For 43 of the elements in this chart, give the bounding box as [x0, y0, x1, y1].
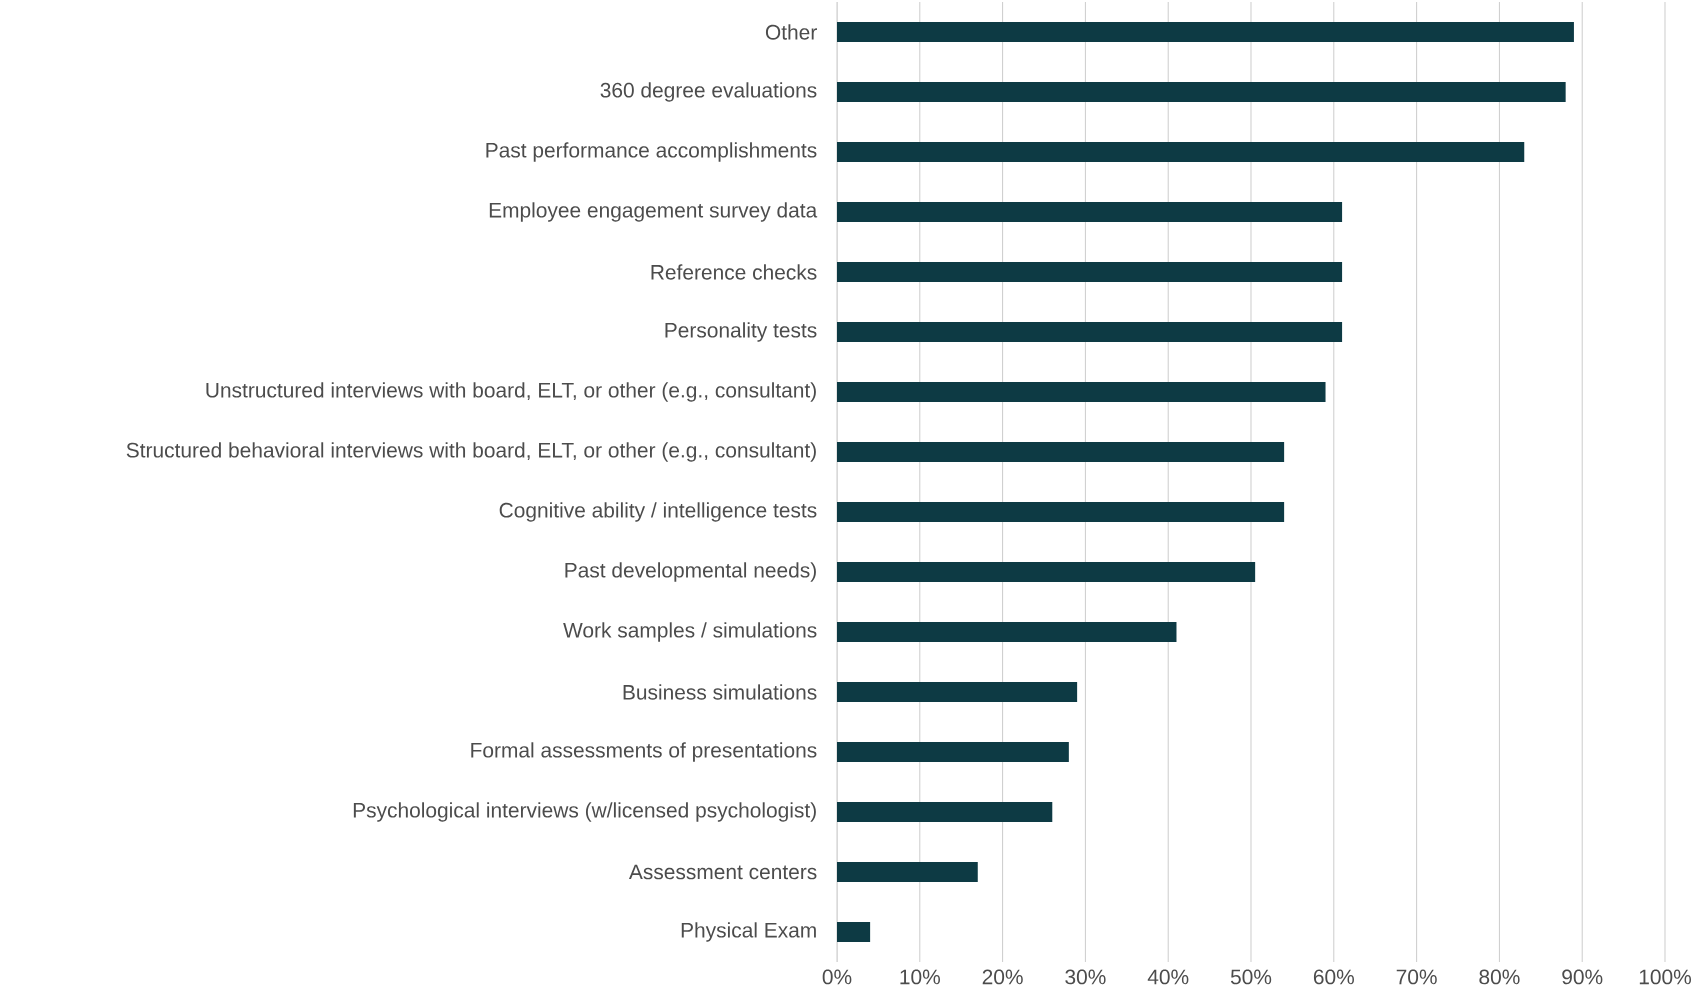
y-tick-label: Past developmental needs) [565, 562, 816, 582]
bar [837, 82, 1566, 102]
y-tick-label: Unstructured interviews with board, ELT, or other (e.g., consultant) [206, 382, 816, 402]
bar [837, 262, 1343, 282]
y-tick-label: Business simulations [623, 684, 817, 700]
y-tick-label: Work samples / simulations [563, 622, 817, 642]
y-tick-label: Other [765, 24, 817, 40]
x-tick-label: 70% [1396, 969, 1437, 985]
x-tick-label: 0% [822, 969, 852, 985]
bar [837, 22, 1574, 42]
x-tick-label: 40% [1147, 969, 1189, 985]
x-tick-label: 100% [1639, 969, 1692, 985]
bar [837, 322, 1343, 342]
bar [837, 382, 1326, 402]
x-tick-label: 50% [1230, 969, 1272, 985]
y-tick-label: 360 degree evaluations [600, 82, 817, 102]
bar [837, 202, 1343, 222]
y-tick-label: Physical Exam [681, 922, 816, 942]
y-tick-label: Past performance accomplishments [486, 142, 817, 162]
y-tick-label: Formal assessments of presentations [471, 742, 817, 762]
bar [837, 142, 1525, 162]
bar [837, 742, 1069, 763]
x-tick-label: 80% [1479, 969, 1520, 985]
bar [837, 562, 1256, 583]
x-tick-label: 30% [1065, 969, 1106, 985]
y-tick-label: Psychological interviews (w/licensed psychologist) [353, 802, 816, 822]
bar [837, 622, 1177, 643]
bar [837, 682, 1078, 703]
y-tick-label: Reference checks [651, 264, 817, 280]
x-tick-label: 10% [900, 969, 940, 985]
x-tick-label: 20% [982, 969, 1023, 985]
bar [837, 802, 1053, 823]
bar [837, 862, 978, 883]
bar [837, 922, 871, 943]
x-tick-label: 60% [1313, 969, 1354, 985]
y-tick-label: Employee engagement survey data [489, 202, 818, 222]
y-tick-label: Structured behavioral interviews with board, ELT, or other (e.g., consultant) [126, 442, 816, 462]
y-tick-label: Cognitive ability / intelligence tests [499, 502, 817, 522]
bar [837, 502, 1285, 523]
bar [837, 442, 1285, 463]
y-tick-label: Personality tests [665, 322, 817, 342]
y-tick-label: Assessment centers [628, 864, 817, 880]
x-tick-label: 90% [1562, 969, 1603, 985]
